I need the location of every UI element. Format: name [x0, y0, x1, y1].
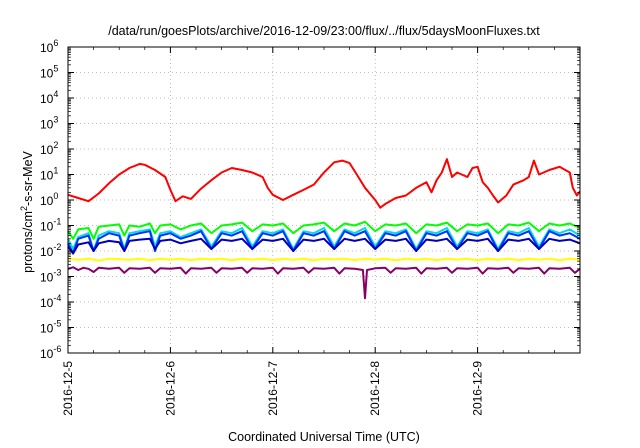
- series-line-1: [67, 158, 581, 209]
- x-tick-labels: 2016-12-5 2016-12-6 2016-12-7 2016-12-8 2016…: [61, 361, 485, 416]
- y-tick-labels: 10610510410310210110010-110-210-310-410-…: [40, 38, 61, 361]
- tick-marks: [67, 46, 580, 354]
- y-tick-label: 10-5: [40, 319, 61, 336]
- y-tick-label-exponent: -3: [53, 268, 61, 278]
- series-line-3: [67, 227, 581, 252]
- y-tick-label: 106: [40, 38, 58, 55]
- y-tick-label-exponent: -5: [53, 319, 61, 329]
- series-layer: [67, 158, 581, 300]
- y-tick-label-base: 10: [40, 296, 54, 310]
- y-tick-label: 103: [40, 115, 58, 132]
- y-tick-label: 10-3: [40, 268, 61, 285]
- y-tick-label-base: 10: [40, 143, 54, 157]
- grid-lines: [68, 47, 580, 353]
- y-tick-label: 10-1: [40, 217, 61, 234]
- y-tick-label: 105: [40, 64, 58, 81]
- y-tick-label-exponent: -6: [53, 344, 61, 354]
- x-tick-label: 2016-12-8: [368, 361, 382, 416]
- y-tick-label-exponent: 6: [53, 38, 58, 48]
- y-tick-label-base: 10: [40, 245, 54, 259]
- y-tick-label-base: 10: [40, 92, 54, 106]
- y-tick-label: 10-4: [40, 293, 61, 310]
- series-line-6: [67, 257, 581, 262]
- series-line-7: [67, 266, 581, 300]
- y-tick-label-base: 10: [40, 194, 54, 208]
- series-line-2: [67, 220, 581, 240]
- y-tick-label-base: 10: [40, 347, 54, 361]
- y-tick-label-base: 10: [40, 67, 54, 81]
- y-tick-label-exponent: -1: [53, 217, 61, 227]
- x-tick-label: 2016-12-7: [266, 361, 280, 416]
- x-tick-label: 2016-12-6: [163, 361, 177, 416]
- y-tick-label-exponent: -2: [53, 242, 61, 252]
- y-tick-label: 10-2: [40, 242, 61, 259]
- chart-title: /data/run/goesPlots/archive/2016-12-09/2…: [108, 24, 540, 38]
- x-tick-label: 2016-12-9: [471, 361, 485, 416]
- y-tick-label-base: 10: [40, 118, 54, 132]
- y-axis-label: protons/cm2-s-sr-MeV: [19, 150, 35, 272]
- y-tick-label-base: 10: [40, 169, 54, 183]
- y-tick-label: 100: [40, 191, 58, 208]
- y-tick-label-base: 10: [40, 322, 54, 336]
- y-tick-label-exponent: 3: [53, 115, 58, 125]
- y-tick-label: 104: [40, 89, 58, 106]
- y-axis-label-sup: 2: [19, 206, 29, 211]
- x-axis-label: Coordinated Universal Time (UTC): [228, 430, 420, 444]
- y-tick-label-exponent: -4: [53, 293, 61, 303]
- series-line-5: [67, 237, 581, 255]
- y-tick-label-exponent: 5: [53, 64, 58, 74]
- y-axis-label-rest: -s-sr-MeV: [21, 150, 35, 206]
- y-tick-label: 10-6: [40, 344, 61, 361]
- y-tick-label-exponent: 2: [53, 140, 58, 150]
- x-tick-label: 2016-12-5: [61, 361, 75, 416]
- series-line-4: [67, 230, 581, 255]
- y-tick-label-base: 10: [40, 220, 54, 234]
- y-tick-label-exponent: 0: [53, 191, 58, 201]
- y-tick-label-base: 10: [40, 271, 54, 285]
- y-tick-label: 101: [40, 166, 58, 183]
- y-tick-label-base: 10: [40, 41, 54, 55]
- y-tick-label-exponent: 4: [53, 89, 58, 99]
- y-tick-label: 102: [40, 140, 58, 157]
- y-tick-label-exponent: 1: [53, 166, 58, 176]
- y-axis-label-base: protons/cm: [21, 211, 35, 273]
